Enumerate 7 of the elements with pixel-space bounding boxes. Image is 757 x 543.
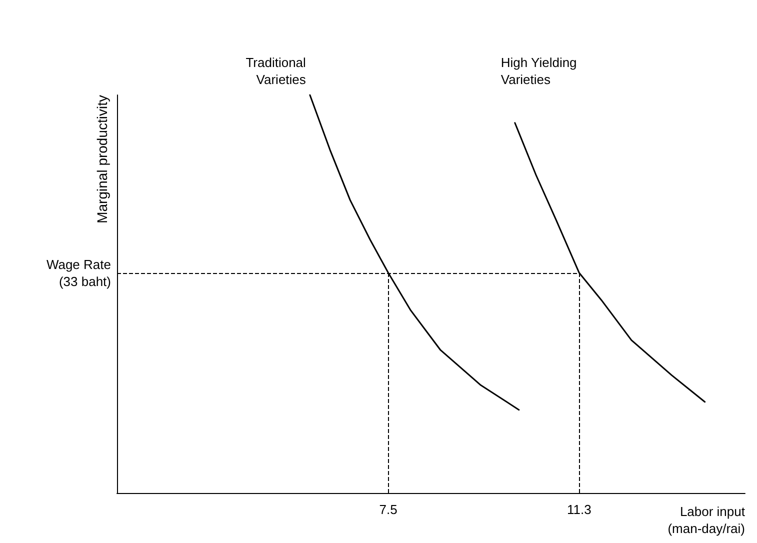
x-axis-title: Labor input (man-day/rai) [668, 504, 746, 536]
series-label: Traditional Varieties [246, 55, 306, 87]
ref-line-label: Wage Rate (33 baht) [46, 256, 111, 289]
x-tick-label: 11.3 [567, 502, 592, 517]
x-tick-label: 7.5 [379, 502, 398, 517]
y-axis-title: Marginal productivity [94, 95, 110, 224]
text: High Yielding Varieties [500, 54, 577, 87]
